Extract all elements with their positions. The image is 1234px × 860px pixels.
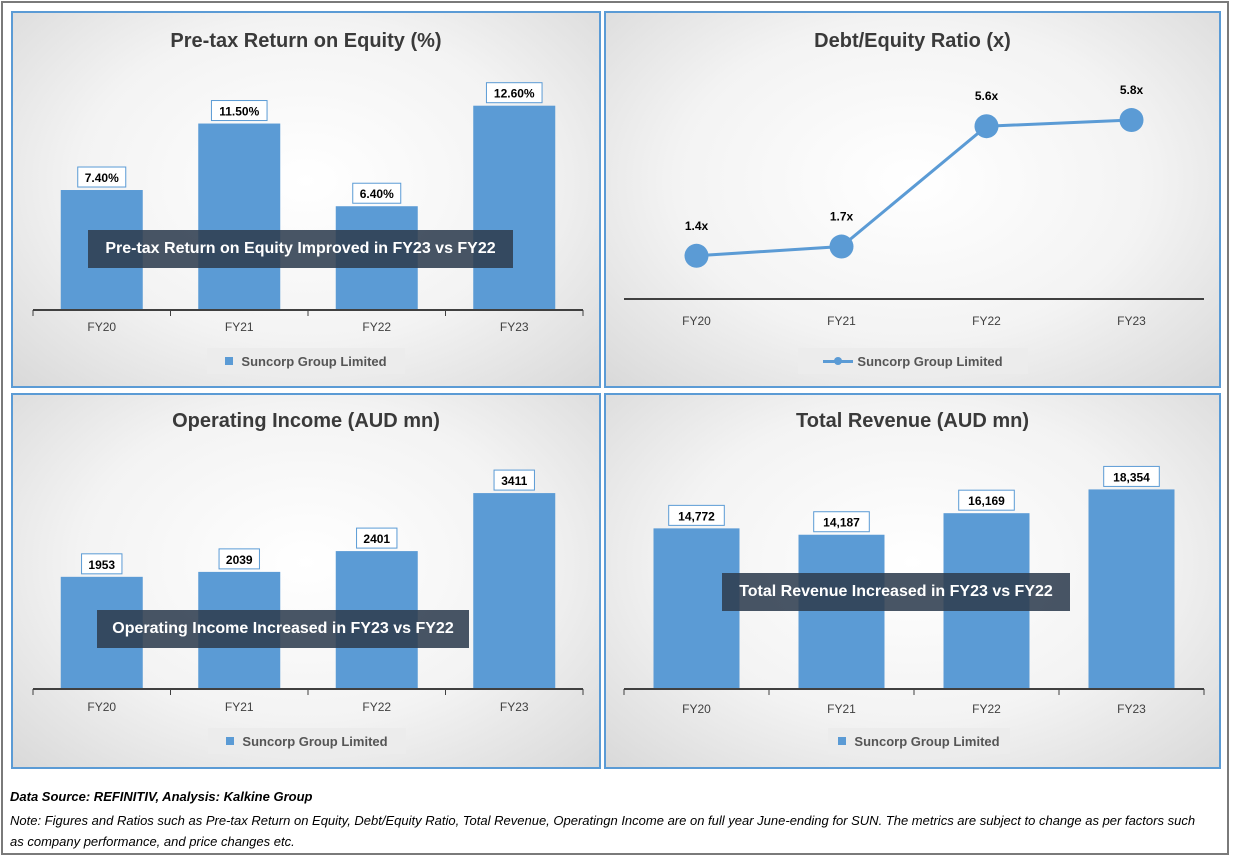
x-tick-label: FY23: [500, 700, 529, 714]
data-label: 3411: [501, 474, 527, 488]
x-tick-label: FY20: [682, 314, 711, 328]
legend-label: Suncorp Group Limited: [857, 353, 1003, 369]
x-tick-label: FY21: [225, 320, 254, 334]
bar-fy21: [198, 123, 281, 311]
x-tick-label: FY21: [827, 314, 856, 328]
legend-swatch: [838, 737, 847, 745]
x-tick-label: FY22: [362, 320, 391, 334]
data-label-box: [218, 548, 260, 570]
chart-title: Debt/Equity Ratio (x): [814, 30, 1011, 52]
data-label: 16,169: [968, 494, 1005, 508]
legend-label: Suncorp Group Limited: [854, 733, 1000, 749]
data-label: 6.40%: [360, 187, 394, 201]
x-tick-label: FY20: [87, 320, 116, 334]
point-fy22: [974, 114, 999, 139]
debt-equity-line-chart: 1.4x 1.7x 5.6x 5.8x FY20 FY21 FY22 FY23: [624, 83, 1204, 328]
data-label-box: [210, 100, 268, 122]
data-label: 5.8x: [1120, 83, 1144, 97]
data-label-box: [81, 553, 123, 575]
x-tick-label: FY22: [362, 700, 391, 714]
legend-swatch: [225, 357, 234, 365]
bar-fy23: [473, 105, 556, 310]
chart-legend: Suncorp Group Limited: [208, 728, 406, 754]
chart-annotation: Total Revenue Increased in FY23 vs FY22: [722, 573, 1070, 611]
data-label: 14,187: [823, 516, 860, 530]
chart-legend: Suncorp Group Limited: [798, 348, 1028, 374]
point-fy23: [1119, 108, 1144, 133]
chart-annotation: Operating Income Increased in FY23 vs FY…: [97, 610, 469, 648]
x-tick-label: FY22: [972, 314, 1001, 328]
point-fy21: [829, 234, 854, 259]
data-label: 11.50%: [219, 105, 259, 119]
total-revenue-chart-panel: Total Revenue (AUD mn) 14,772 14,187 16,16…: [604, 393, 1221, 769]
data-label: 1.7x: [830, 210, 854, 224]
data-label: 7.40%: [85, 171, 119, 185]
x-tick-label: FY23: [1117, 314, 1146, 328]
x-tick-label: FY20: [682, 702, 711, 716]
legend-label: Suncorp Group Limited: [242, 733, 388, 749]
total-revenue-bar-chart: 14,772 14,187 16,169 18,354 FY20 FY21 FY22 FY23: [623, 465, 1205, 716]
data-label: 5.6x: [975, 89, 999, 103]
bar-fy23: [1088, 489, 1175, 689]
footer-note: Note: Figures and Ratios such as Pre-tax…: [10, 813, 1196, 849]
legend-swatch: [823, 356, 854, 365]
operating-income-bar-chart: 1953 2039 2401 3411 FY20 FY21 FY22 FY23: [32, 469, 584, 714]
data-label: 2401: [363, 532, 390, 546]
x-tick-label: FY22: [972, 702, 1001, 716]
x-tick-label: FY21: [225, 700, 254, 714]
data-label-box: [356, 527, 398, 549]
data-label: 1.4x: [685, 219, 709, 233]
chart-title: Pre-tax Return on Equity (%): [170, 30, 442, 52]
bar-fy23: [473, 493, 556, 689]
data-label: 2039: [226, 553, 253, 567]
data-label-box: [352, 182, 402, 204]
chart-title: Total Revenue (AUD mn): [796, 410, 1029, 432]
operating-income-chart-panel: Operating Income (AUD mn) 1953 2039 2401 34…: [11, 393, 601, 769]
x-tick-label: FY23: [1117, 702, 1146, 716]
data-label-box: [1103, 465, 1160, 487]
chart-annotation: Pre-tax Return on Equity Improved in FY2…: [88, 230, 513, 268]
series-line: [696, 118, 1132, 258]
data-label-box: [493, 469, 535, 491]
data-label: 18,354: [1113, 470, 1150, 484]
data-label-box: [77, 166, 127, 188]
data-label-box: [485, 82, 543, 104]
x-tick-label: FY23: [500, 320, 529, 334]
chart-legend: Suncorp Group Limited: [828, 728, 1010, 754]
data-source: Data Source: REFINITIV, Analysis: Kalkin…: [10, 789, 313, 804]
data-label: 14,772: [678, 509, 715, 523]
roe-bar-chart: 7.40% 11.50% 6.40% 12.60% FY20 FY21 FY22 FY23: [32, 82, 584, 334]
point-fy20: [684, 243, 709, 268]
chart-title: Operating Income (AUD mn): [172, 410, 440, 432]
data-label-box: [958, 489, 1015, 511]
debt-equity-chart-panel: Debt/Equity Ratio (x) 1.4x 1.7x 5.6x 5.8x FY…: [604, 11, 1221, 388]
legend-label: Suncorp Group Limited: [241, 353, 387, 369]
x-tick-label: FY20: [87, 700, 116, 714]
legend-swatch: [226, 737, 235, 745]
chart-legend: Suncorp Group Limited: [207, 348, 405, 374]
data-label: 1953: [88, 558, 115, 572]
data-label-box: [668, 504, 725, 526]
data-label-box: [813, 511, 870, 533]
data-label: 12.60%: [494, 87, 535, 101]
bar-fy21: [798, 534, 885, 689]
x-tick-label: FY21: [827, 702, 856, 716]
roe-chart-panel: Pre-tax Return on Equity (%) 7.40% 11.50%…: [11, 11, 601, 388]
